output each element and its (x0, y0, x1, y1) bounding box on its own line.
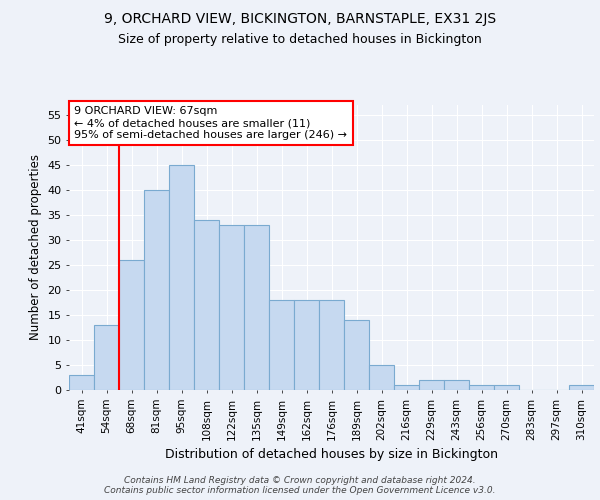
Bar (469, 385, 494, 390)
Bar (269, 300, 294, 390)
Text: Contains HM Land Registry data © Crown copyright and database right 2024.
Contai: Contains HM Land Registry data © Crown c… (104, 476, 496, 495)
Bar (169, 165, 194, 390)
Bar (244, 225, 269, 390)
Bar (194, 220, 219, 390)
Bar (144, 190, 169, 390)
Bar (369, 365, 394, 390)
Bar (444, 380, 469, 390)
Text: Size of property relative to detached houses in Bickington: Size of property relative to detached ho… (118, 32, 482, 46)
Bar (94, 325, 119, 390)
Bar (119, 260, 144, 390)
Bar (419, 380, 444, 390)
Bar (344, 320, 369, 390)
Bar (319, 300, 344, 390)
Y-axis label: Number of detached properties: Number of detached properties (29, 154, 41, 340)
Bar (69, 375, 94, 390)
Bar (219, 225, 244, 390)
Text: 9 ORCHARD VIEW: 67sqm
← 4% of detached houses are smaller (11)
95% of semi-detac: 9 ORCHARD VIEW: 67sqm ← 4% of detached h… (74, 106, 347, 140)
Bar (294, 300, 319, 390)
Bar (394, 385, 419, 390)
X-axis label: Distribution of detached houses by size in Bickington: Distribution of detached houses by size … (165, 448, 498, 461)
Bar (569, 385, 594, 390)
Text: 9, ORCHARD VIEW, BICKINGTON, BARNSTAPLE, EX31 2JS: 9, ORCHARD VIEW, BICKINGTON, BARNSTAPLE,… (104, 12, 496, 26)
Bar (494, 385, 519, 390)
